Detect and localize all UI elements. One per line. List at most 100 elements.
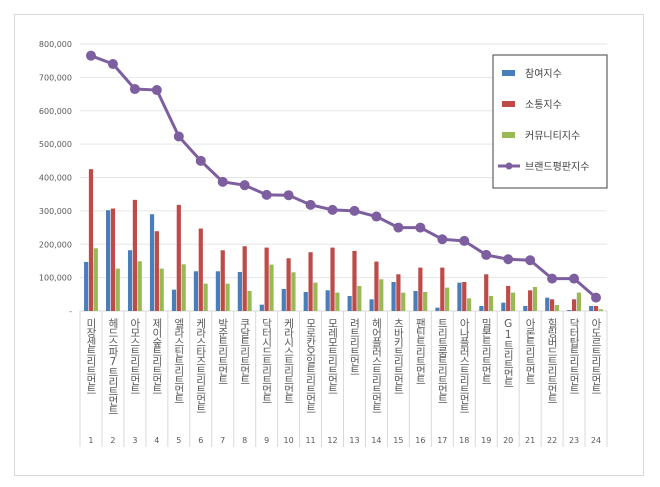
category-label: 트리트룸트리트먼트 <box>436 318 448 404</box>
category-label: 닥터시드트리트먼트 <box>261 318 273 404</box>
line-point <box>173 131 184 142</box>
bar-소통지수 <box>264 247 269 311</box>
bar-커뮤니티지수 <box>137 261 142 311</box>
bar-커뮤니티지수 <box>401 292 406 311</box>
rank-label: 15 <box>393 436 403 445</box>
bar-커뮤니티지수 <box>269 264 274 311</box>
bar-커뮤니티지수 <box>93 248 98 311</box>
bar-소통지수 <box>396 274 401 311</box>
bar-소통지수 <box>286 258 291 311</box>
bar-소통지수 <box>220 250 225 311</box>
bar-소통지수 <box>593 305 599 311</box>
line-point <box>349 205 360 216</box>
bar-커뮤니티지수 <box>598 309 603 311</box>
rank-label: 24 <box>591 436 601 445</box>
bar-소통지수 <box>462 281 467 311</box>
rank-label: 18 <box>459 436 469 445</box>
line-point <box>217 176 228 187</box>
line-point <box>283 190 294 201</box>
bar-소통지수 <box>528 290 533 311</box>
rank-label: 11 <box>305 436 315 445</box>
category-label: 아론트리트먼트 <box>524 318 536 385</box>
rank-label: 2 <box>110 436 115 445</box>
line-point <box>327 204 338 215</box>
legend-label: 참여지수 <box>525 68 562 80</box>
category-label: 케라시스트리트먼트 <box>283 318 295 404</box>
bar-커뮤니티지수 <box>203 283 208 311</box>
bar-소통지수 <box>484 274 489 311</box>
bar-참여지수 <box>391 281 396 311</box>
legend-marker <box>505 162 513 170</box>
bar-소통지수 <box>242 246 247 311</box>
rank-label: 1 <box>88 436 93 445</box>
category-label: 아도르트리트먼트 <box>590 318 602 394</box>
rank-label: 13 <box>349 436 359 445</box>
category-label: 미장센트리트먼트 <box>85 318 97 394</box>
y-tick-label: 300,000 <box>39 207 72 216</box>
bar-소통지수 <box>198 228 203 311</box>
bar-커뮤니티지수 <box>532 286 538 311</box>
rank-label: 14 <box>371 436 381 445</box>
line-point <box>481 249 492 260</box>
legend-label: 소통지수 <box>525 99 562 111</box>
y-tick-label: 800,000 <box>39 40 72 49</box>
bar-커뮤니티지수 <box>335 292 340 311</box>
y-tick-label: - <box>69 307 72 316</box>
bar-커뮤니티지수 <box>181 264 186 311</box>
line-point <box>393 222 404 233</box>
y-tick-label: 500,000 <box>39 140 72 149</box>
category-label: 케라스타즈트리트먼트 <box>195 318 207 413</box>
bar-소통지수 <box>374 261 379 311</box>
bar-참여지수 <box>84 261 89 311</box>
category-label: 츠바키트리트먼트 <box>392 318 404 394</box>
bar-커뮤니티지수 <box>554 304 560 311</box>
bar-참여지수 <box>369 299 374 311</box>
bar-소통지수 <box>440 267 445 311</box>
bar-참여지수 <box>259 304 264 311</box>
bar-참여지수 <box>479 305 484 311</box>
bar-소통지수 <box>550 299 555 311</box>
bar-참여지수 <box>457 282 462 311</box>
bar-참여지수 <box>193 271 199 311</box>
bar-커뮤니티지수 <box>291 272 296 311</box>
bar-참여지수 <box>281 288 286 311</box>
legend-swatch <box>502 132 515 138</box>
bar-참여지수 <box>215 271 220 311</box>
category-label: 팬틴트리트먼트 <box>414 318 426 385</box>
bar-소통지수 <box>330 247 335 311</box>
category-label: 모로칸오일트리트먼트 <box>305 318 317 413</box>
rank-label: 10 <box>284 436 294 445</box>
category-label: 려트리트먼트 <box>348 318 360 375</box>
legend-label: 브랜드평판지수 <box>525 161 589 173</box>
rank-label: 20 <box>503 436 513 445</box>
bar-커뮤니티지수 <box>357 285 362 311</box>
category-label: 모레모트리트먼트 <box>327 318 339 394</box>
y-tick-label: 100,000 <box>39 274 72 283</box>
rank-label: 8 <box>242 436 247 445</box>
bar-참여지수 <box>589 305 594 311</box>
rank-label: 9 <box>264 436 269 445</box>
y-tick-label: 400,000 <box>39 174 72 183</box>
category-label: 박준트리트먼트 <box>217 318 229 385</box>
line-point <box>503 254 514 265</box>
category-label: 닥터탑트리트먼트 <box>568 318 580 394</box>
rank-label: 3 <box>132 436 137 445</box>
bar-커뮤니티지수 <box>313 282 318 311</box>
bar-참여지수 <box>413 290 418 311</box>
legend-swatch <box>502 101 515 107</box>
bar-커뮤니티지수 <box>247 290 252 311</box>
category-label: 헤어플러스트리트먼트 <box>370 317 382 413</box>
line-point <box>569 273 580 284</box>
line-point <box>85 50 96 61</box>
category-label: 쿠달트리트먼트 <box>239 318 251 385</box>
category-label: 헤드스파7트리트먼트 <box>107 317 119 414</box>
category-label: 밀본트리트먼트 <box>480 318 492 385</box>
category-label: 아모스트리트먼트 <box>129 318 141 394</box>
line-point <box>437 234 448 245</box>
bar-커뮤니티지수 <box>159 268 164 311</box>
category-label: 힐링버드트리트먼트 <box>546 317 558 403</box>
line-point <box>415 222 426 233</box>
bar-커뮤니티지수 <box>379 279 384 311</box>
line-point <box>239 180 250 191</box>
